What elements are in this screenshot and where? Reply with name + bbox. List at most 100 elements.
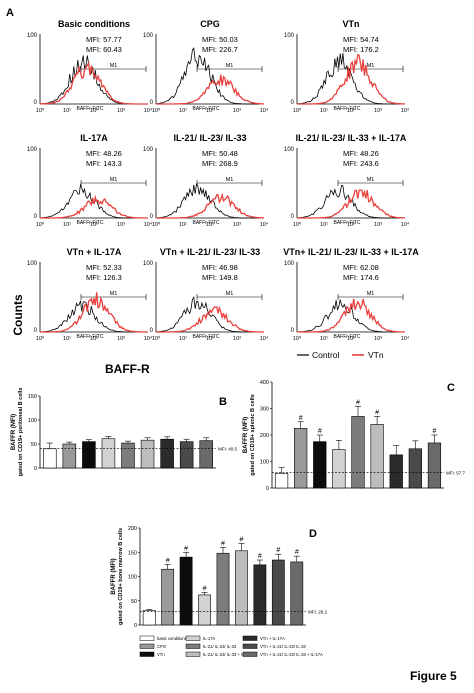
histogram-ytick: 0 [291, 100, 295, 106]
histogram-title: Basic conditions [58, 19, 130, 29]
bar-ylabel: BAFFR (MFI) [243, 417, 249, 453]
bar-panel-letter: C [447, 382, 455, 394]
significance-mark: # [432, 428, 436, 435]
histogram-ytick: 100 [27, 33, 38, 39]
histogram-xtick: 10² [347, 108, 355, 114]
histogram-xtick: 10⁴ [260, 335, 269, 342]
histogram-title: VTn+ IL-21/ IL-23/ IL-33 + IL-17A [283, 247, 419, 257]
bar-ylabel: BAFFR (MFI) [11, 414, 17, 450]
legend-label: IL-21/ IL-23/ IL-33 + IL-17A [203, 652, 254, 657]
histogram-xtick: 10³ [117, 108, 125, 114]
mfi-vtn: MFI: 226.7 [202, 45, 238, 54]
bar [290, 561, 304, 626]
histogram-xtick: 10⁴ [144, 221, 153, 228]
histogram-xtick: 10³ [374, 108, 382, 114]
histogram-xtick: 10¹ [179, 108, 187, 114]
bar-ytick-label: 100 [260, 460, 269, 466]
bar-ytick-label: 150 [28, 394, 37, 400]
bar-ytick-label: 400 [260, 380, 269, 386]
histogram-ytick: 100 [143, 147, 154, 153]
bar-ylabel-2: gated on CD19+ bone marrow B cells [118, 528, 124, 625]
histogram-xtick: 10⁴ [260, 107, 269, 114]
histogram-legend: Control VTn [297, 350, 384, 360]
histogram-axis-title: BAFFr FITC [193, 334, 220, 340]
legend-swatch [139, 651, 155, 657]
legend-swatch [139, 635, 155, 641]
legend-vtn-label: VTn [368, 350, 384, 360]
histogram-ytick: 0 [150, 328, 154, 334]
legend-swatch [242, 651, 258, 657]
mfi-control: MFI: 50.48 [202, 149, 238, 158]
histogram-xtick: 10³ [374, 222, 382, 228]
bar [332, 449, 346, 489]
control-curve [39, 55, 148, 105]
bar-ytick-label: 0 [134, 623, 137, 629]
vtn-curve [156, 305, 264, 333]
legend-label: IL-17A [203, 636, 216, 641]
histogram-xtick: 10¹ [179, 336, 187, 342]
significance-mark: # [356, 399, 360, 406]
histogram-ytick: 0 [34, 214, 38, 220]
histogram-xtick: 10⁴ [144, 335, 153, 342]
histogram-xtick: 10⁰ [293, 221, 302, 228]
bar [253, 564, 267, 626]
significance-mark: # [166, 557, 170, 564]
bar-ytick-label: 0 [266, 486, 269, 492]
histogram-ytick: 100 [27, 147, 38, 153]
mfi-control: MFI: 48.26 [86, 149, 122, 158]
histogram-xtick: 10³ [117, 336, 125, 342]
histogram-title: VTn + IL-17A [67, 247, 122, 257]
bar-ytick-label: 0 [34, 466, 37, 472]
bar-chart-c: C BAFFR (MFI) gated on CD19+ splenic B cel… [243, 380, 466, 492]
bar-ylabel-2: gated on CD19+ splenic B cells [250, 394, 256, 475]
histogram-xtick: 10¹ [179, 222, 187, 228]
m1-label: M1 [367, 177, 375, 183]
legend-swatch [139, 643, 155, 649]
vtn-curve [156, 192, 264, 219]
legend-control-label: Control [312, 350, 340, 360]
histogram-axis-title: BAFFr FITC [334, 220, 361, 226]
bar [62, 443, 77, 469]
histogram-xtick: 10² [347, 336, 355, 342]
bar [142, 610, 156, 626]
bar [121, 442, 135, 469]
control-curve [296, 53, 405, 105]
bar [274, 473, 289, 489]
bar [160, 438, 174, 469]
m1-label: M1 [367, 291, 375, 297]
mfi-control: MFI: 50.03 [202, 35, 238, 44]
bar [216, 552, 230, 626]
histogram-xtick: 10³ [233, 222, 241, 228]
histogram-ytick: 0 [34, 100, 38, 106]
histogram-axis-title: BAFFr FITC [334, 106, 361, 112]
mfi-control: MFI: 62.08 [343, 263, 379, 272]
histogram-xtick: 10¹ [63, 108, 71, 114]
legend-label: VTn + IL-21/ IL-23/ IL-33 + IL-17A [260, 652, 323, 657]
histogram-xtick: 10⁴ [401, 221, 410, 228]
legend-label: basic conditions [157, 636, 187, 641]
legend-swatch [242, 643, 258, 649]
control-curve [155, 182, 264, 219]
histogram-axis-title: BAFFr FITC [193, 106, 220, 112]
bar-chart-b: B BAFFR (MFI) gated on CD19+ peritoneal B … [11, 388, 238, 477]
histogram-ytick: 100 [27, 261, 38, 267]
legend-swatch [185, 635, 201, 641]
mfi-control: MFI: 54.74 [343, 35, 379, 44]
histogram-xtick: 10³ [117, 222, 125, 228]
histogram-xtick: 10⁰ [293, 335, 302, 342]
histogram-title: IL-21/ IL-23/ IL-33 [173, 133, 246, 143]
vtn-curve [40, 61, 148, 105]
vtn-curve [297, 53, 405, 105]
bar-ytick-label: 200 [128, 526, 137, 532]
mfi-vtn: MFI: 243.6 [343, 159, 379, 168]
bar [179, 556, 193, 626]
bar [351, 416, 365, 489]
mfi-vtn: MFI: 126.3 [86, 273, 122, 282]
significance-mark: # [295, 549, 299, 556]
